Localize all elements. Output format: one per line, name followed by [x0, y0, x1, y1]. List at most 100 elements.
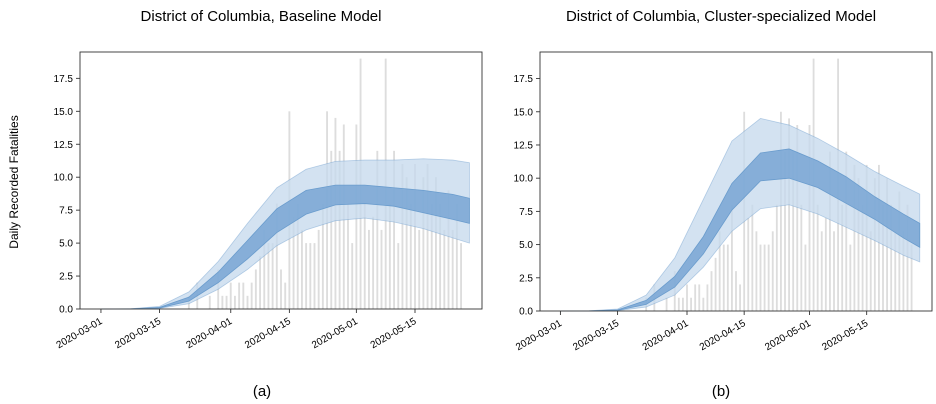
observed-bar — [694, 284, 697, 311]
observed-bar — [234, 295, 236, 309]
observed-bar — [447, 190, 450, 309]
x-tick-label: 2020-04-01 — [641, 318, 691, 353]
observed-bar — [763, 244, 766, 311]
panel-baseline: District of Columbia, Baseline Model (a) 0… — [54, 8, 483, 400]
plot-frame — [539, 51, 933, 312]
observed-bar — [665, 297, 668, 311]
y-axis: 0.0 2.5 5.0 7.5 10.0 12.5 15.0 17.5 — [54, 74, 80, 316]
observed-bar — [259, 256, 261, 309]
observed-bar — [861, 204, 864, 311]
observed-bar — [263, 229, 266, 309]
observed-bar — [829, 151, 831, 311]
observed-bar — [747, 218, 750, 311]
observed-bar — [910, 244, 913, 311]
observed-bar — [313, 243, 316, 309]
observed-bar — [767, 244, 770, 311]
observed-bar — [841, 204, 844, 311]
plot-frame — [79, 51, 483, 310]
observed-bar — [309, 243, 312, 309]
chart-title: District of Columbia, Baseline Model — [141, 8, 382, 25]
observed-bar — [853, 164, 856, 311]
observed-bar — [267, 243, 270, 309]
observed-bar — [698, 284, 701, 311]
y-tick-label: 17.5 — [54, 74, 74, 85]
observed-bar — [775, 204, 778, 311]
observed-bar — [409, 203, 412, 309]
observed-bar — [873, 178, 876, 311]
observed-bar — [804, 244, 807, 311]
observed-bar — [296, 203, 299, 309]
observed-bar — [363, 203, 366, 309]
observed-bar — [710, 271, 713, 311]
observed-bar — [816, 204, 819, 311]
observed-bar — [780, 111, 782, 312]
observed-bar — [405, 177, 408, 309]
observed-bar — [254, 269, 257, 309]
observed-bar — [393, 150, 395, 309]
observed-bar — [321, 203, 324, 309]
y-tick-label: 2.5 — [59, 272, 73, 283]
observed-bar — [824, 218, 827, 311]
x-axis: 2020-03-01 2020-03-15 2020-04-01 2020-04-15… — [514, 311, 871, 353]
observed-bar — [759, 244, 762, 311]
observed-bar — [882, 204, 884, 311]
y-tick-label: 7.5 — [59, 206, 73, 217]
observed-bar — [388, 203, 391, 309]
observed-bar — [347, 203, 349, 309]
y-axis: 0.0 2.5 5.0 7.5 10.0 12.5 15.0 17.5 — [514, 74, 540, 318]
x-tick-label: 2020-04-15 — [698, 318, 748, 353]
y-tick-label: 12.5 — [514, 140, 534, 151]
y-tick-label: 17.5 — [514, 74, 534, 85]
observed-bar — [305, 243, 308, 309]
observed-bar — [397, 243, 400, 309]
observed-bar — [401, 164, 404, 309]
observed-bar — [771, 231, 774, 311]
observed-bar — [726, 244, 729, 311]
observed-bar — [242, 282, 245, 309]
observed-bar — [422, 177, 425, 309]
y-tick-label: 5.0 — [59, 239, 73, 250]
x-tick-label: 2020-05-01 — [763, 318, 813, 353]
x-tick-label: 2020-03-15 — [113, 316, 163, 351]
observed-bar — [751, 204, 754, 311]
y-tick-label: 15.0 — [514, 107, 534, 118]
observed-bar — [292, 216, 295, 309]
observed-bar — [435, 177, 437, 309]
x-tick-label: 2020-03-01 — [55, 316, 105, 351]
observed-bar — [284, 282, 287, 309]
observed-bar — [735, 271, 737, 311]
observed-bar — [430, 203, 433, 309]
observed-bar — [784, 151, 786, 311]
observed-bar — [833, 231, 835, 311]
observed-bar — [690, 297, 692, 311]
observed-bar — [677, 297, 680, 311]
observed-bar — [718, 231, 721, 311]
observed-bar — [722, 244, 725, 311]
observed-bar — [731, 204, 733, 311]
y-tick-label: 10.0 — [514, 174, 534, 185]
x-axis: 2020-03-01 2020-03-15 2020-04-01 2020-04-15… — [55, 309, 419, 351]
observed-bar — [890, 204, 893, 311]
observed-bar — [788, 118, 790, 311]
observed-bar — [280, 269, 282, 309]
observed-bar — [414, 164, 416, 309]
panel-caption: (b) — [712, 383, 730, 400]
y-tick-label: 7.5 — [519, 207, 533, 218]
observed-bar — [706, 284, 709, 311]
observed-bar — [460, 243, 462, 309]
observed-bar — [682, 297, 684, 311]
observed-bar — [229, 282, 232, 309]
observed-bar — [686, 284, 688, 311]
y-tick-label: 0.0 — [519, 307, 533, 318]
observed-bar — [455, 203, 458, 309]
observed-bar — [849, 244, 852, 311]
observed-bar — [845, 151, 848, 311]
observed-bar — [739, 284, 741, 311]
y-tick-label: 12.5 — [54, 140, 74, 151]
observed-bar — [208, 295, 211, 309]
observed-bar — [865, 164, 868, 311]
x-tick-label: 2020-04-01 — [184, 316, 234, 351]
observed-bar — [271, 243, 274, 309]
y-tick-label: 15.0 — [54, 107, 74, 118]
